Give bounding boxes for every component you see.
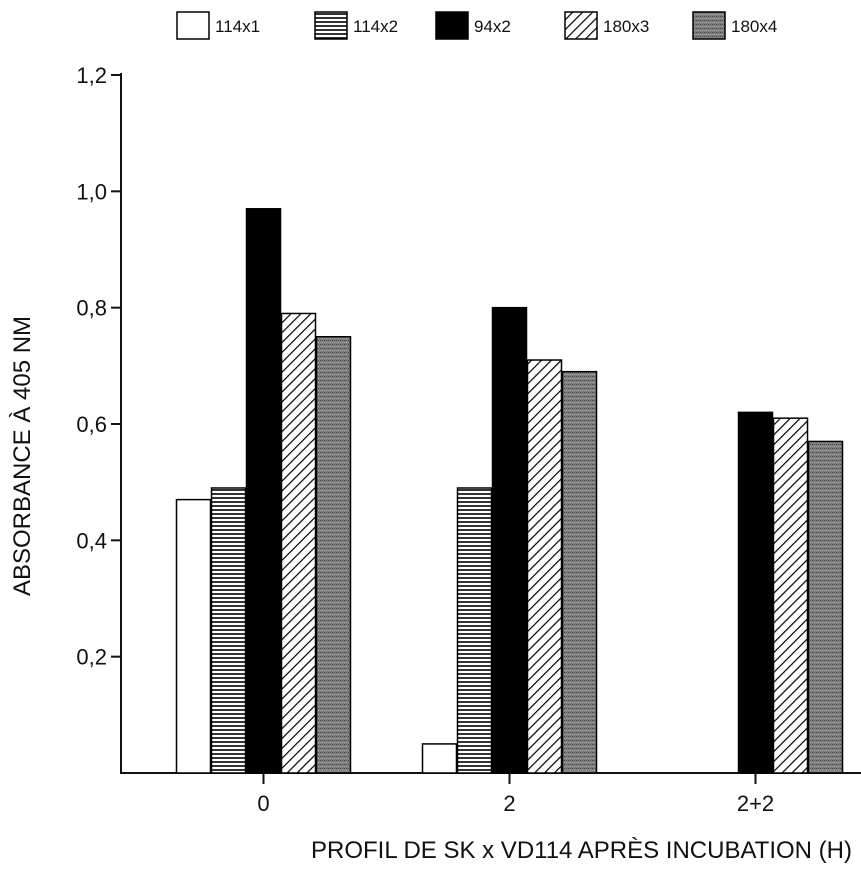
bar <box>280 312 317 774</box>
legend-swatch <box>692 11 726 40</box>
legend-swatch <box>176 11 210 40</box>
x-tick-label: 0 <box>257 791 269 816</box>
y-axis-ticks: 0,2 0,4 0,6 0,8 1,0 1,2 <box>76 63 121 670</box>
x-axis-title: PROFIL DE SK x VD114 APRÈS INCUBATION (H… <box>311 837 852 864</box>
x-tick-label: 2 <box>503 791 515 816</box>
bar <box>421 743 458 774</box>
bar <box>210 487 247 774</box>
legend-swatch <box>564 11 598 40</box>
bar <box>456 487 493 774</box>
legend-label: 180x3 <box>603 17 649 36</box>
legend-label: 114x1 <box>215 17 260 36</box>
y-tick-label: 0,8 <box>76 296 107 321</box>
legend: 114x1 114x2 94x2 180x3 180x4 <box>176 11 777 40</box>
bar <box>526 359 563 774</box>
bar <box>491 306 528 774</box>
legend-label: 94x2 <box>474 17 511 36</box>
legend-swatch <box>435 11 469 40</box>
legend-swatch <box>314 11 348 40</box>
y-tick-label: 0,6 <box>76 412 107 437</box>
x-axis-ticks: 0 2 2+2 <box>257 773 774 816</box>
legend-label: 114x2 <box>353 17 398 36</box>
bar <box>772 417 809 774</box>
y-tick-label: 1,2 <box>76 63 107 88</box>
bar <box>315 336 352 774</box>
bar <box>561 370 598 774</box>
bar <box>737 411 774 774</box>
bar <box>245 208 282 774</box>
bar <box>807 440 844 774</box>
y-tick-label: 0,4 <box>76 528 107 553</box>
bar <box>175 498 212 774</box>
x-tick-label: 2+2 <box>737 791 774 816</box>
y-axis-title: ABSORBANCE À 405 NM <box>9 316 36 596</box>
legend-label: 180x4 <box>731 17 777 36</box>
y-tick-label: 1,0 <box>76 179 107 204</box>
bars <box>175 208 844 774</box>
y-tick-label: 0,2 <box>76 645 107 670</box>
